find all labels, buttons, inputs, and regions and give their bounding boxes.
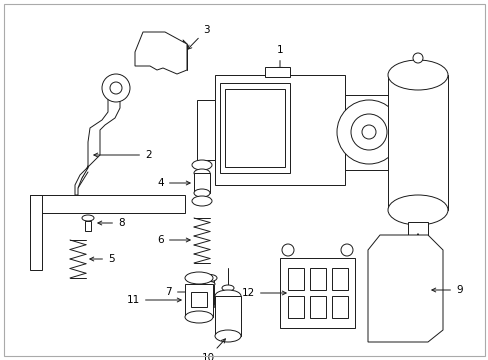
Text: 9: 9 bbox=[431, 285, 462, 295]
Bar bbox=[30, 195, 184, 213]
Circle shape bbox=[282, 244, 293, 256]
Circle shape bbox=[412, 53, 422, 63]
Text: 4: 4 bbox=[157, 178, 190, 188]
Ellipse shape bbox=[82, 215, 94, 221]
Ellipse shape bbox=[184, 272, 213, 284]
Bar bbox=[345, 95, 392, 170]
Text: 5: 5 bbox=[90, 254, 114, 264]
Bar bbox=[215, 296, 241, 336]
Circle shape bbox=[381, 238, 389, 246]
Circle shape bbox=[173, 56, 179, 62]
Circle shape bbox=[388, 142, 394, 148]
Ellipse shape bbox=[387, 195, 447, 225]
Polygon shape bbox=[135, 32, 186, 74]
Ellipse shape bbox=[194, 169, 209, 177]
Text: 3: 3 bbox=[187, 25, 209, 49]
Circle shape bbox=[201, 135, 210, 145]
Ellipse shape bbox=[204, 303, 215, 309]
Bar bbox=[220, 83, 289, 173]
Circle shape bbox=[42, 197, 54, 209]
Bar bbox=[264, 67, 289, 77]
Ellipse shape bbox=[215, 330, 241, 342]
Text: 13: 13 bbox=[410, 234, 424, 260]
Bar bbox=[184, 284, 213, 317]
Ellipse shape bbox=[222, 285, 234, 291]
Text: 1: 1 bbox=[276, 45, 283, 71]
Circle shape bbox=[102, 74, 130, 102]
Circle shape bbox=[202, 151, 209, 159]
Bar bbox=[194, 173, 209, 193]
Circle shape bbox=[350, 114, 386, 150]
Polygon shape bbox=[367, 235, 442, 342]
Circle shape bbox=[388, 116, 394, 122]
Circle shape bbox=[336, 100, 400, 164]
Circle shape bbox=[154, 55, 160, 61]
Ellipse shape bbox=[204, 282, 215, 287]
Bar bbox=[30, 195, 42, 270]
Text: 10: 10 bbox=[201, 339, 225, 360]
Ellipse shape bbox=[192, 196, 212, 206]
Ellipse shape bbox=[387, 60, 447, 90]
Circle shape bbox=[365, 155, 371, 161]
Bar bbox=[197, 100, 215, 160]
Bar bbox=[85, 221, 91, 231]
Text: 2: 2 bbox=[94, 150, 151, 160]
Bar bbox=[224, 89, 285, 167]
Circle shape bbox=[343, 116, 349, 122]
Bar bbox=[287, 296, 304, 318]
Circle shape bbox=[418, 238, 426, 246]
Text: 6: 6 bbox=[157, 235, 190, 245]
Circle shape bbox=[343, 142, 349, 148]
Text: 12: 12 bbox=[241, 288, 285, 298]
Circle shape bbox=[163, 197, 176, 209]
Bar bbox=[407, 222, 427, 237]
Ellipse shape bbox=[184, 311, 213, 323]
Ellipse shape bbox=[194, 189, 209, 197]
Bar bbox=[309, 268, 325, 290]
Circle shape bbox=[110, 82, 122, 94]
Ellipse shape bbox=[215, 290, 241, 302]
Text: 11: 11 bbox=[126, 295, 181, 305]
Bar bbox=[309, 296, 325, 318]
Bar bbox=[287, 268, 304, 290]
Bar bbox=[280, 258, 354, 328]
Polygon shape bbox=[75, 90, 120, 195]
Circle shape bbox=[201, 105, 210, 115]
Bar bbox=[331, 268, 347, 290]
Bar bbox=[387, 75, 447, 210]
Bar bbox=[205, 278, 214, 306]
Bar bbox=[331, 296, 347, 318]
Circle shape bbox=[361, 125, 375, 139]
Circle shape bbox=[365, 103, 371, 109]
Bar bbox=[215, 75, 345, 185]
Bar bbox=[191, 292, 206, 307]
Circle shape bbox=[340, 244, 352, 256]
Text: 7: 7 bbox=[165, 287, 202, 297]
Ellipse shape bbox=[192, 160, 212, 170]
Text: 8: 8 bbox=[98, 218, 124, 228]
Ellipse shape bbox=[203, 274, 217, 282]
